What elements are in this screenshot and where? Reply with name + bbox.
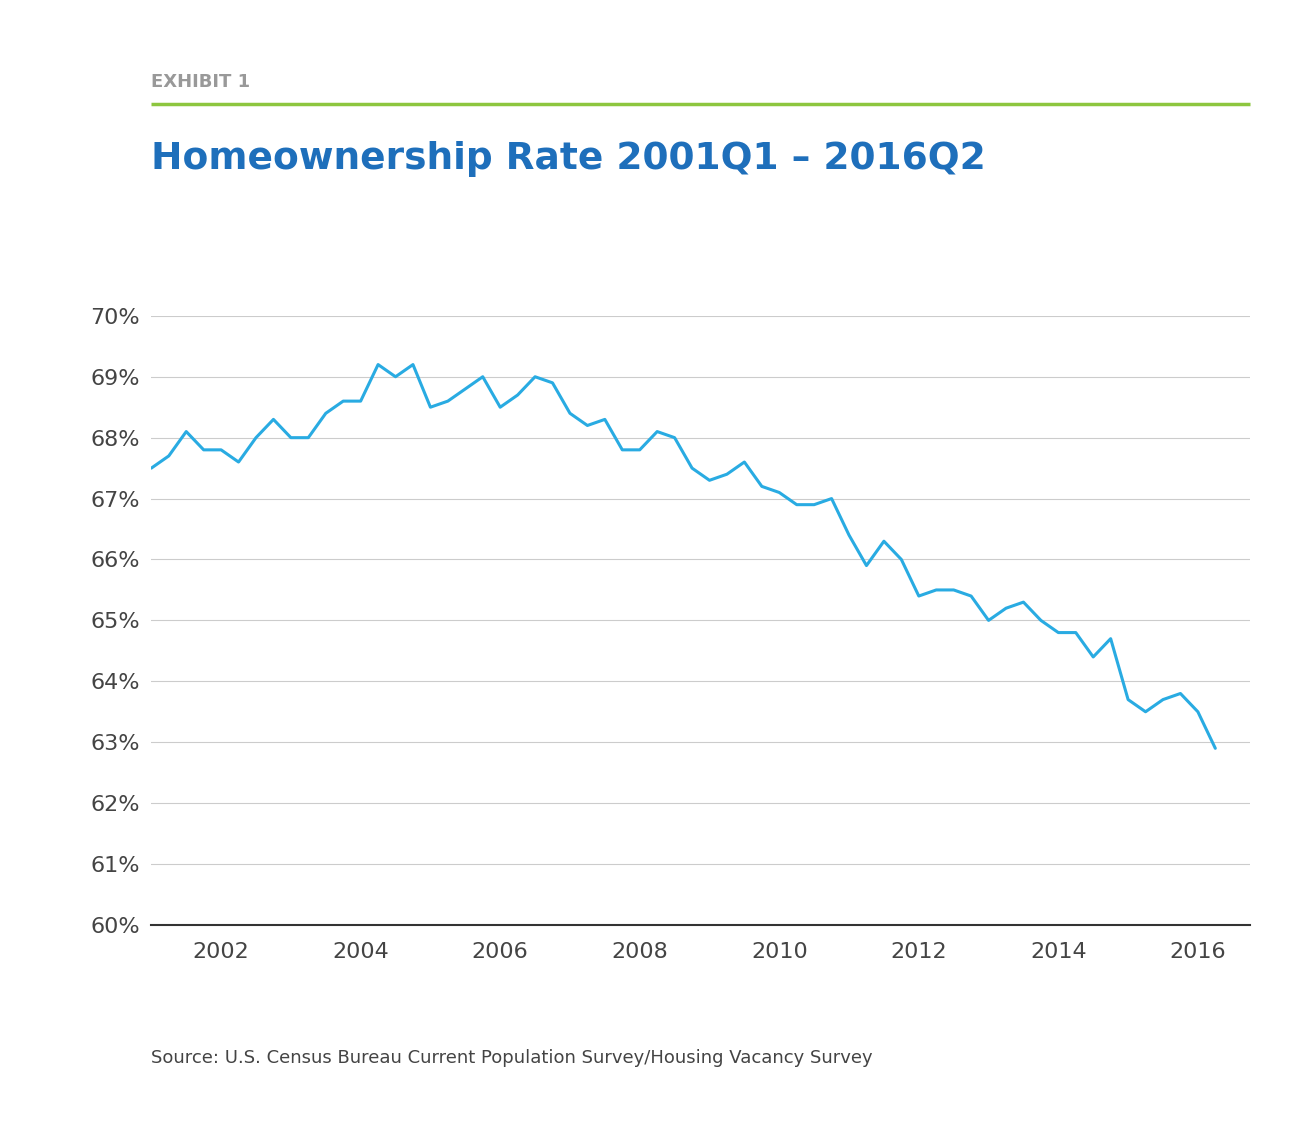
Text: Source: U.S. Census Bureau Current Population Survey/Housing Vacancy Survey: Source: U.S. Census Bureau Current Popul… [151, 1049, 873, 1067]
Text: Homeownership Rate 2001Q1 – 2016Q2: Homeownership Rate 2001Q1 – 2016Q2 [151, 141, 986, 177]
Text: EXHIBIT 1: EXHIBIT 1 [151, 73, 250, 91]
